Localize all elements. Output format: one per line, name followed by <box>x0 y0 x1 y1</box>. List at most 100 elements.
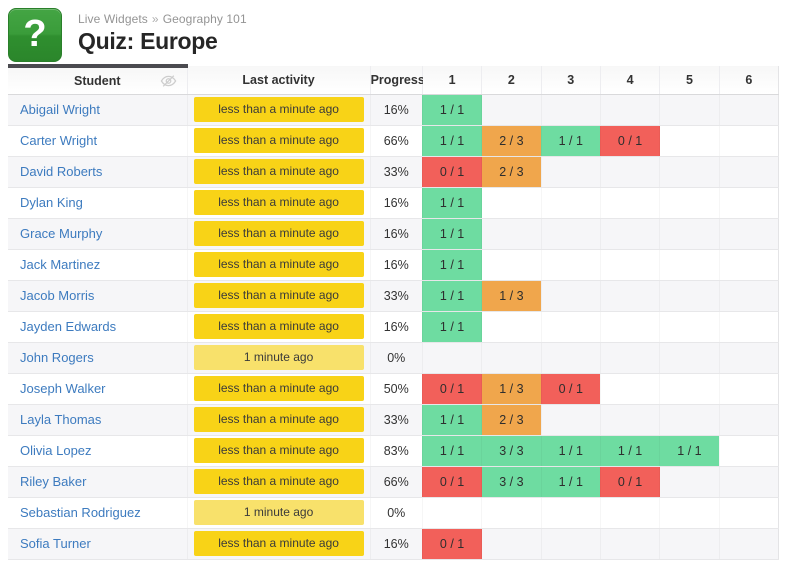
progress-value: 66% <box>370 125 423 157</box>
student-link[interactable]: David Roberts <box>20 164 103 179</box>
score-cell-empty-q3 <box>541 404 601 436</box>
column-header-student: Student <box>8 64 188 95</box>
score-cell-empty-q6 <box>719 311 780 343</box>
eye-slash-icon[interactable] <box>160 74 177 88</box>
breadcrumb-link-live-widgets[interactable]: Live Widgets <box>78 12 148 26</box>
last-activity-cell: 1 minute ago <box>187 342 371 374</box>
last-activity-badge: less than a minute ago <box>193 469 364 494</box>
score-cell-empty-q6 <box>719 125 780 157</box>
student-name-cell: Olivia Lopez <box>8 435 188 467</box>
student-name-cell: Riley Baker <box>8 466 188 498</box>
last-activity-badge: less than a minute ago <box>193 97 364 122</box>
table-row: Layla Thomas less than a minute ago 33% 1 /… <box>8 404 780 436</box>
student-link[interactable]: Olivia Lopez <box>20 443 92 458</box>
last-activity-badge: less than a minute ago <box>193 531 364 556</box>
student-name-cell: Abigail Wright <box>8 94 188 126</box>
student-link[interactable]: Jacob Morris <box>20 288 95 303</box>
score-cell-q4: 1 / 1 <box>600 435 660 467</box>
last-activity-cell: less than a minute ago <box>187 373 371 405</box>
student-header-label: Student <box>74 73 121 88</box>
score-cell-empty-q3 <box>541 94 601 126</box>
student-link[interactable]: Jack Martinez <box>20 257 101 272</box>
progress-value: 16% <box>370 187 423 219</box>
last-activity-cell: less than a minute ago <box>187 311 371 343</box>
progress-value: 16% <box>370 311 423 343</box>
score-cell-empty-q4 <box>600 311 660 343</box>
breadcrumb-separator: » <box>151 12 159 26</box>
score-cell-empty-q5 <box>659 497 720 529</box>
score-cell-empty-q4 <box>600 497 660 529</box>
last-activity-cell: less than a minute ago <box>187 466 371 498</box>
last-activity-cell: less than a minute ago <box>187 94 371 126</box>
student-name-cell: Grace Murphy <box>8 218 188 250</box>
score-cell-empty-q5 <box>659 249 720 281</box>
score-cell-empty-q5 <box>659 528 720 560</box>
student-link[interactable]: Jayden Edwards <box>20 319 117 334</box>
score-cell-q1: 1 / 1 <box>422 218 482 250</box>
score-cell-q2: 2 / 3 <box>481 125 542 157</box>
score-cell-empty-q5 <box>659 218 720 250</box>
progress-value: 33% <box>370 280 423 312</box>
student-name-cell: Sofia Turner <box>8 528 188 560</box>
progress-value: 16% <box>370 94 423 126</box>
last-activity-cell: less than a minute ago <box>187 156 371 188</box>
score-cell-q1: 0 / 1 <box>422 373 482 405</box>
student-link[interactable]: Riley Baker <box>20 474 87 489</box>
student-link[interactable]: John Rogers <box>20 350 94 365</box>
progress-value: 50% <box>370 373 423 405</box>
column-header-question-4: 4 <box>600 66 661 95</box>
progress-value: 66% <box>370 466 423 498</box>
score-cell-q2: 3 / 3 <box>481 435 542 467</box>
student-name-cell: Jacob Morris <box>8 280 188 312</box>
score-cell-empty-q4 <box>600 404 660 436</box>
score-cell-q1: 1 / 1 <box>422 404 482 436</box>
score-cell-empty-q3 <box>541 497 601 529</box>
table-row: Olivia Lopez less than a minute ago 83% 1 /… <box>8 435 780 467</box>
progress-value: 0% <box>370 342 423 374</box>
score-cell-empty-q6 <box>719 94 780 126</box>
table-row: Joseph Walker less than a minute ago 50% 0 … <box>8 373 780 405</box>
score-cell-empty-q2 <box>481 497 542 529</box>
student-link[interactable]: Sofia Turner <box>20 536 91 551</box>
progress-value: 16% <box>370 218 423 250</box>
score-cell-empty-q3 <box>541 311 601 343</box>
app-header: ? Live Widgets» Geography 101 Quiz: Europ… <box>0 0 787 64</box>
table-row: Carter Wright less than a minute ago 66% 1 … <box>8 125 780 157</box>
score-cell-q2: 2 / 3 <box>481 156 542 188</box>
progress-value: 33% <box>370 156 423 188</box>
score-cell-empty-q5 <box>659 373 720 405</box>
student-link[interactable]: Abigail Wright <box>20 102 100 117</box>
student-name-cell: Layla Thomas <box>8 404 188 436</box>
score-cell-q5: 1 / 1 <box>659 435 720 467</box>
breadcrumb: Live Widgets» Geography 101 <box>78 12 247 26</box>
last-activity-cell: 1 minute ago <box>187 497 371 529</box>
student-link[interactable]: Sebastian Rodriguez <box>20 505 141 520</box>
table-row: Grace Murphy less than a minute ago 16% 1 /… <box>8 218 780 250</box>
table-row: Jacob Morris less than a minute ago 33% 1 /… <box>8 280 780 312</box>
score-cell-empty-q5 <box>659 280 720 312</box>
score-cell-q1: 0 / 1 <box>422 156 482 188</box>
progress-value: 83% <box>370 435 423 467</box>
breadcrumb-link-geography-101[interactable]: Geography 101 <box>162 12 247 26</box>
student-link[interactable]: Dylan King <box>20 195 83 210</box>
student-link[interactable]: Grace Murphy <box>20 226 103 241</box>
score-cell-empty-q5 <box>659 466 720 498</box>
score-cell-empty-q4 <box>600 280 660 312</box>
score-cell-empty-q2 <box>481 94 542 126</box>
header-text: Live Widgets» Geography 101 Quiz: Europe <box>78 8 247 55</box>
table-row: John Rogers 1 minute ago 0% <box>8 342 780 374</box>
table-header-row: Student Last activity Progress 1 2 3 4 5 <box>8 64 780 95</box>
score-cell-q3: 0 / 1 <box>541 373 601 405</box>
last-activity-cell: less than a minute ago <box>187 218 371 250</box>
score-cell-empty-q3 <box>541 187 601 219</box>
student-link[interactable]: Layla Thomas <box>20 412 102 427</box>
table-row: Riley Baker less than a minute ago 66% 0 / … <box>8 466 780 498</box>
score-cell-empty-q6 <box>719 249 780 281</box>
score-cell-empty-q2 <box>481 249 542 281</box>
score-cell-q1: 1 / 1 <box>422 125 482 157</box>
student-link[interactable]: Carter Wright <box>20 133 98 148</box>
student-link[interactable]: Joseph Walker <box>20 381 106 396</box>
student-name-cell: Joseph Walker <box>8 373 188 405</box>
score-cell-empty-q2 <box>481 342 542 374</box>
last-activity-cell: less than a minute ago <box>187 249 371 281</box>
